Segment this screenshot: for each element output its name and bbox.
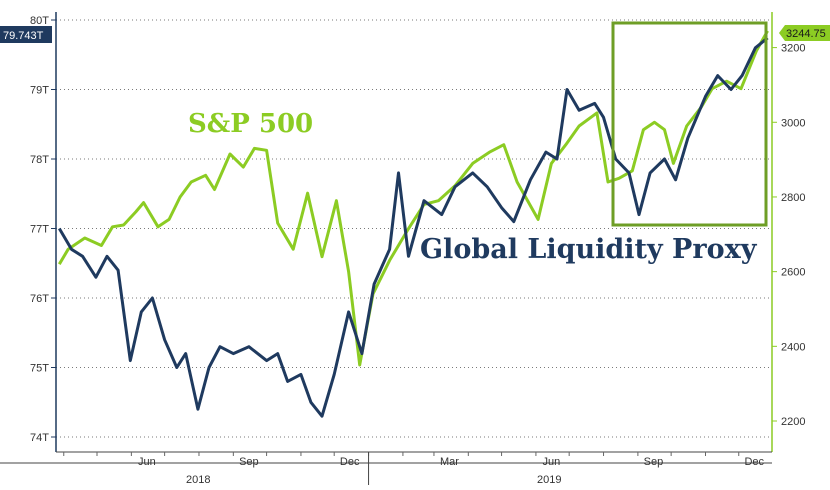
left-tick-label: 80T	[30, 15, 49, 27]
x-tick-label: Dec	[340, 456, 360, 468]
x-tick-label: Mar	[440, 456, 459, 468]
left-last-value-badge: 79.743T	[0, 26, 52, 43]
left-tick-label: 78T	[30, 154, 49, 166]
left-tick-label: 79T	[30, 85, 49, 97]
x-tick-label: Jun	[543, 456, 561, 468]
right-tick-label: 2800	[781, 192, 805, 204]
left-last-value-text: 79.743T	[3, 30, 44, 42]
series-lines	[58, 30, 769, 418]
right-tick-label: 2200	[781, 416, 805, 428]
left-tick-label: 76T	[30, 293, 49, 305]
x-tick-label: Sep	[239, 456, 259, 468]
grid-lines	[56, 19, 772, 438]
liquidity-series-label: Global Liquidity Proxy	[420, 234, 758, 265]
left-tick-label: 75T	[30, 363, 49, 375]
liquidity-line	[58, 36, 769, 418]
right-tick-label: 2400	[781, 341, 805, 353]
highlight-box	[611, 21, 768, 227]
right-last-value-text: 3244.75	[786, 28, 826, 40]
year-label-2018: 2018	[186, 474, 210, 486]
axes: 74T 75T 76T 77T 78T 79T 80T 2200 2400 2600 2800 300…	[0, 12, 805, 485]
x-tick-label: Dec	[744, 456, 764, 468]
x-tick-label: Jun	[138, 456, 156, 468]
right-tick-label: 3200	[781, 43, 805, 55]
left-tick-label: 74T	[30, 432, 49, 444]
sp500-line	[58, 30, 769, 367]
left-tick-label: 77T	[30, 224, 49, 236]
right-tick-label: 2600	[781, 267, 805, 279]
right-tick-label: 3000	[781, 117, 805, 129]
year-labels: 2018 2019	[186, 474, 561, 486]
year-label-2019: 2019	[537, 474, 561, 486]
right-last-value-badge: 3244.75	[779, 25, 830, 41]
sp500-series-label: S&P 500	[188, 109, 313, 139]
x-tick-label: Sep	[644, 456, 664, 468]
